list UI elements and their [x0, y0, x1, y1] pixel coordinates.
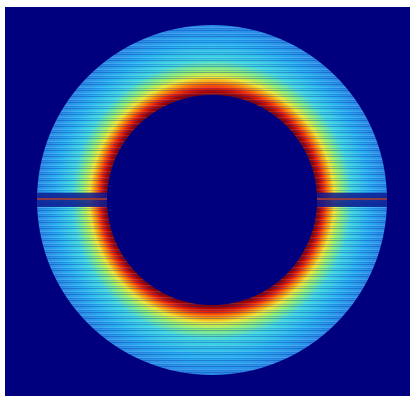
inner-hole [107, 95, 317, 305]
left-band-line [37, 198, 112, 200]
right-band-line [312, 198, 387, 200]
